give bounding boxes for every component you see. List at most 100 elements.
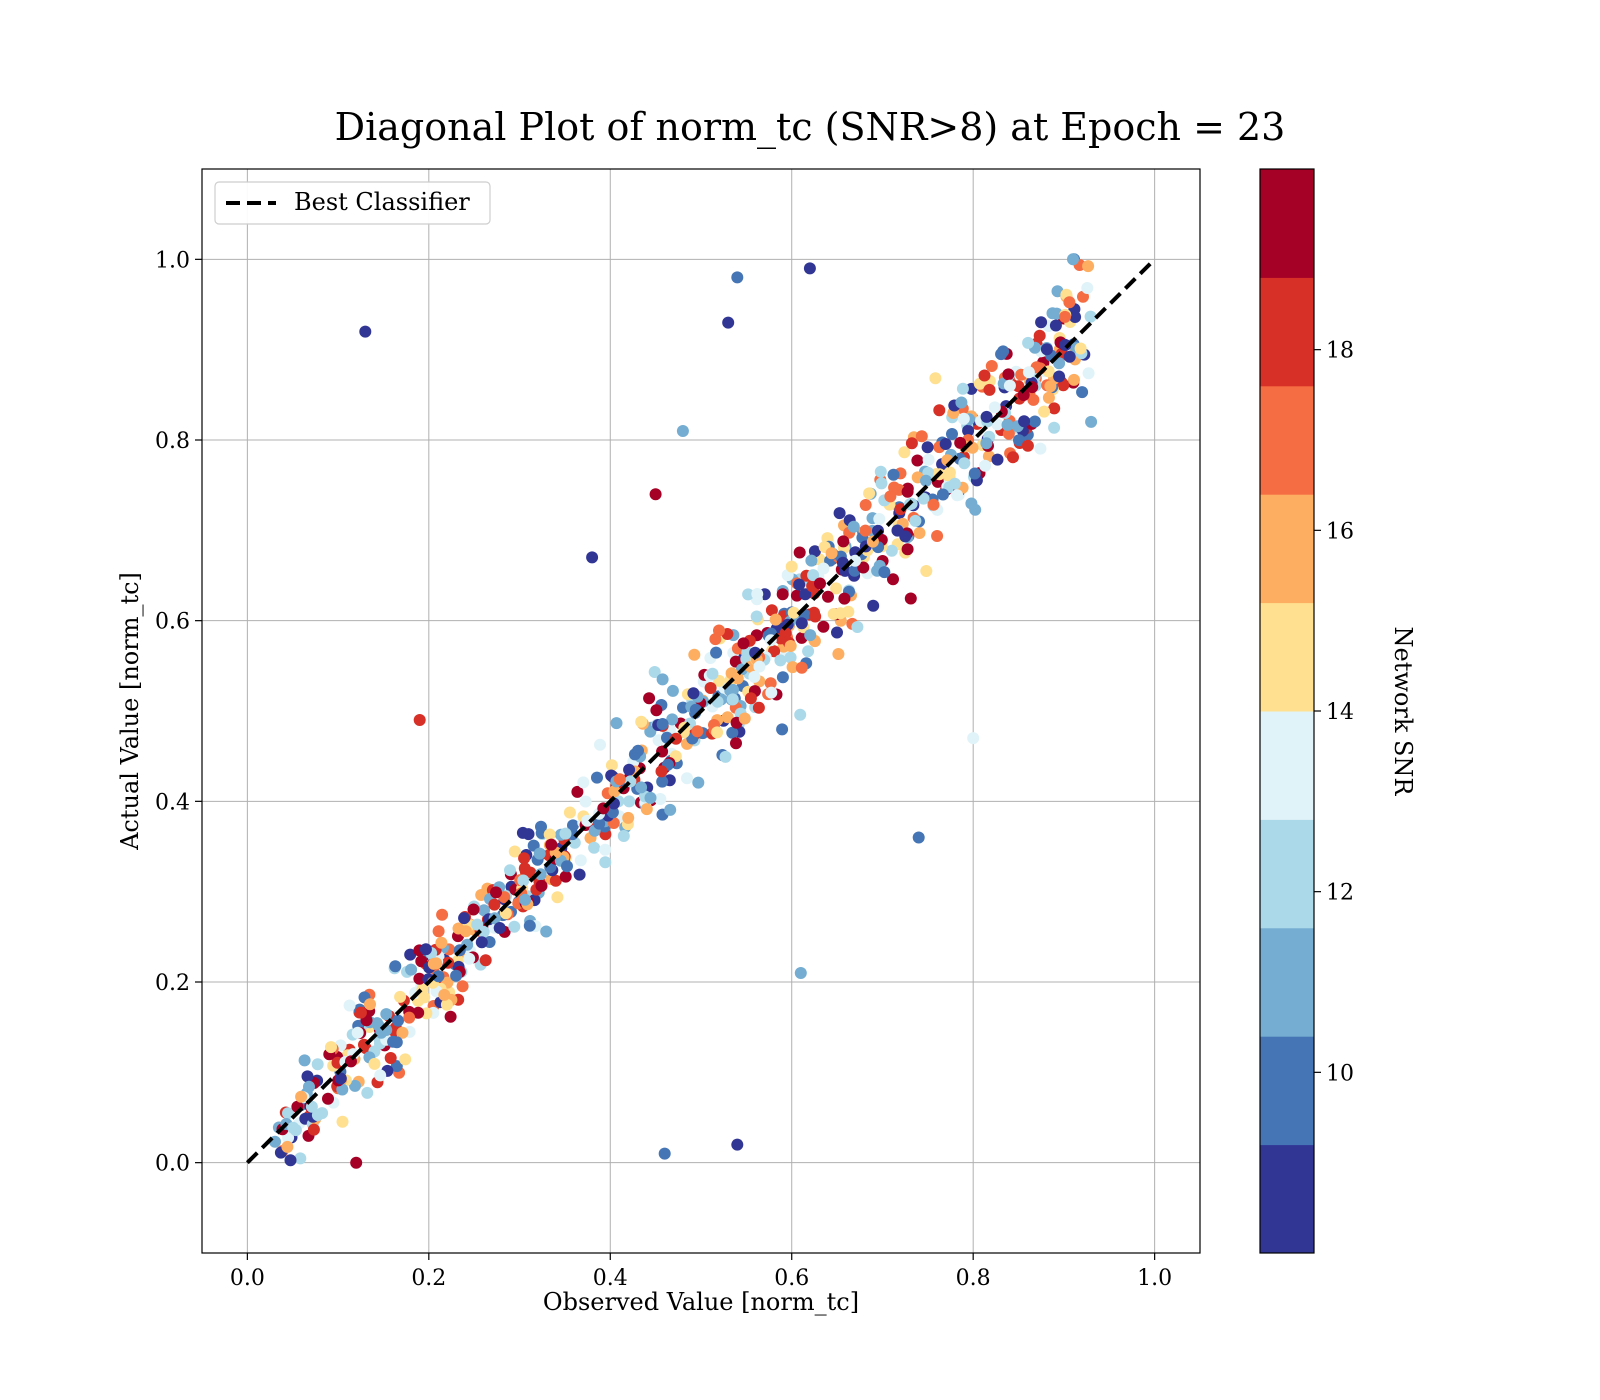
scatter-point-679 xyxy=(687,687,700,700)
scatter-point-799 xyxy=(753,660,766,673)
scatter-point-817 xyxy=(622,811,635,824)
scatter-point-638 xyxy=(915,430,928,443)
scatter-point-468 xyxy=(851,621,864,633)
scatter-point-439 xyxy=(1063,296,1076,309)
scatter-point-181 xyxy=(1081,282,1094,294)
y-axis-label: Actual Value [norm_tc] xyxy=(116,572,144,851)
scatter-point-682 xyxy=(394,990,407,1003)
colorbar-tick-label-0: 10 xyxy=(1326,1061,1354,1086)
scatter-point-492 xyxy=(656,673,669,686)
scatter-point-832 xyxy=(588,841,601,854)
scatter-point-752 xyxy=(436,908,449,921)
scatter-point-796 xyxy=(991,453,1004,466)
scatter-point-544 xyxy=(1049,319,1062,332)
scatter-point-829 xyxy=(948,477,961,490)
scatter-point-807 xyxy=(399,1053,412,1066)
scatter-point-723 xyxy=(1021,439,1034,452)
scatter-point-746 xyxy=(776,723,789,736)
scatter-point-222 xyxy=(349,1079,361,1092)
scatter-point-809 xyxy=(884,490,897,503)
scatter-point-719 xyxy=(1028,415,1041,428)
scatter-point-905 xyxy=(649,488,662,501)
scatter-point-596 xyxy=(793,546,806,559)
scatter-point-881 xyxy=(419,943,432,956)
scatter-point-305 xyxy=(929,372,942,385)
x-tick-label-0: 0.0 xyxy=(230,1266,265,1291)
scatter-point-598 xyxy=(774,654,787,667)
scatter-point-557 xyxy=(1040,343,1053,356)
scatter-point-475 xyxy=(617,830,630,842)
scatter-point-619 xyxy=(832,648,845,660)
scatter-point-273 xyxy=(704,682,717,694)
scatter-point-874 xyxy=(644,791,657,804)
scatter-point-348 xyxy=(817,620,830,633)
scatter-point-847 xyxy=(666,713,679,726)
scatter-point-878 xyxy=(920,474,932,487)
scatter-point-466 xyxy=(1027,393,1040,406)
scatter-point-639 xyxy=(413,972,426,985)
scatter-point-671 xyxy=(921,441,934,454)
scatter-point-402 xyxy=(610,717,623,730)
scatter-point-634 xyxy=(533,847,546,860)
scatter-point-907 xyxy=(912,831,925,844)
scatter-point-162 xyxy=(962,424,975,437)
scatter-point-800 xyxy=(751,588,764,600)
scatter-point-843 xyxy=(493,922,506,934)
scatter-point-826 xyxy=(980,437,993,450)
scatter-point-534 xyxy=(368,1057,381,1070)
scatter-point-272 xyxy=(837,535,850,548)
y-tick-label-4: 0.8 xyxy=(155,429,190,454)
scatter-point-879 xyxy=(849,554,862,567)
legend-box xyxy=(214,181,491,225)
scatter-point-179 xyxy=(875,477,888,490)
scatter-point-314 xyxy=(946,428,958,440)
scatter-point-281 xyxy=(833,507,846,520)
scatter-point-773 xyxy=(301,1070,314,1083)
scatter-point-797 xyxy=(364,998,376,1011)
scatter-point-58 xyxy=(874,465,887,478)
scatter-point-656 xyxy=(688,648,701,661)
scatter-point-903 xyxy=(803,262,816,275)
scatter-point-845 xyxy=(334,1072,347,1085)
scatter-point-342 xyxy=(389,960,402,973)
scatter-point-585 xyxy=(477,925,490,938)
scatter-point-216 xyxy=(799,588,812,601)
scatter-point-207 xyxy=(573,868,586,881)
scatter-point-483 xyxy=(336,1083,349,1096)
scatter-point-853 xyxy=(599,843,612,856)
scatter-point-875 xyxy=(857,561,870,574)
scatter-point-373 xyxy=(571,785,584,798)
scatter-point-865 xyxy=(956,382,969,395)
scatter-point-896 xyxy=(432,970,445,983)
x-tick-label-5: 1.0 xyxy=(1137,1266,1172,1291)
scatter-point-471 xyxy=(1048,402,1061,415)
scatter-point-437 xyxy=(831,626,843,639)
scatter-point-291 xyxy=(549,874,562,887)
scatter-point-844 xyxy=(523,919,536,932)
scatter-point-915 xyxy=(1085,415,1098,428)
scatter-point-433 xyxy=(786,661,799,674)
scatter-point-689 xyxy=(744,692,757,705)
scatter-point-910 xyxy=(350,1156,363,1169)
scatter-point-828 xyxy=(281,1140,294,1153)
best-classifier-line xyxy=(245,257,1157,1165)
plot-frame xyxy=(201,168,1201,1254)
scatter-point-45 xyxy=(776,671,789,684)
scatter-point-411 xyxy=(343,999,356,1012)
scatter-point-825 xyxy=(488,898,501,911)
scatter-point-763 xyxy=(479,954,492,967)
scatter-point-450 xyxy=(1069,311,1082,323)
scatter-point-618 xyxy=(608,785,621,798)
scatter-point-591 xyxy=(807,569,820,582)
scatter-point-545 xyxy=(894,503,907,516)
scatter-point-913 xyxy=(967,732,980,745)
scatter-point-782 xyxy=(593,817,606,830)
scatter-point-784 xyxy=(1053,370,1066,383)
scatter-point-324 xyxy=(396,1026,409,1039)
scatter-point-257 xyxy=(898,446,911,459)
scatter-point-836 xyxy=(412,1006,425,1019)
scatter-point-821 xyxy=(392,1014,404,1027)
colorbar-tick-label-2: 14 xyxy=(1326,700,1354,725)
scatter-point-827 xyxy=(804,629,817,642)
scatter-point-668 xyxy=(978,369,991,382)
